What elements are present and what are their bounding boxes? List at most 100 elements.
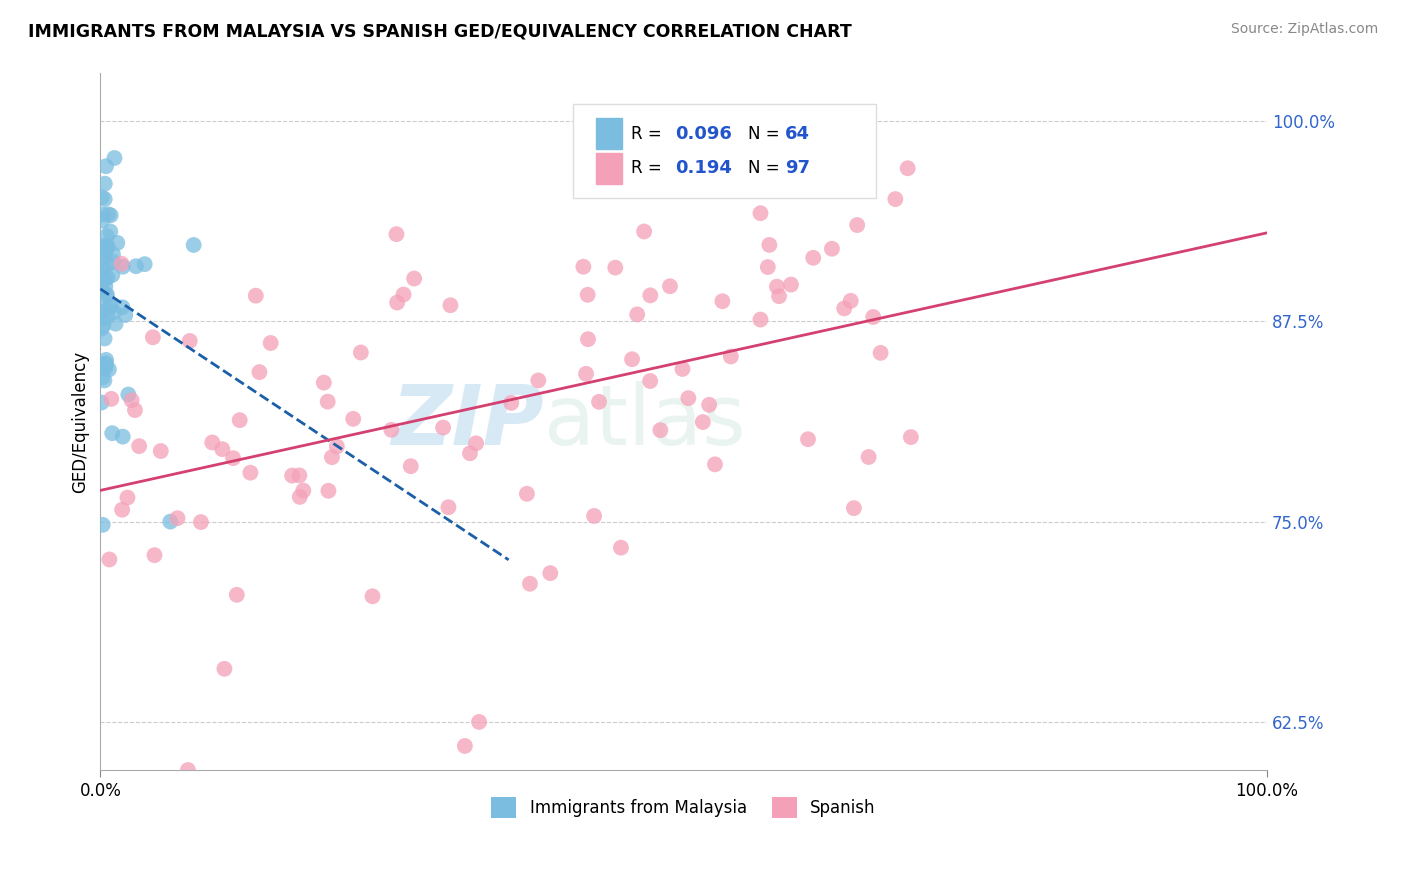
Point [259, 336, 281, 351]
Point [93, 358, 115, 372]
Point [90, 190, 112, 204]
Point [249, 365, 271, 379]
Point [94, 361, 117, 376]
Point [239, 466, 262, 480]
Point [432, 420, 454, 434]
Text: 64: 64 [785, 125, 810, 143]
Point [766, 279, 789, 293]
Point [100, 392, 122, 406]
Point [94, 238, 117, 252]
Point [90, 275, 112, 289]
Point [749, 206, 772, 220]
Point [190, 515, 212, 529]
Point [90, 271, 112, 285]
Point [900, 430, 922, 444]
Point [780, 277, 803, 292]
Point [281, 468, 304, 483]
Point [711, 294, 734, 309]
Point [111, 260, 134, 274]
Point [149, 444, 172, 458]
Text: ZIP: ZIP [391, 381, 544, 462]
Point [610, 541, 633, 555]
Point [222, 451, 245, 466]
Point [576, 287, 599, 301]
Legend: Immigrants from Malaysia, Spanish: Immigrants from Malaysia, Spanish [485, 790, 883, 824]
Point [96, 229, 118, 244]
Point [342, 412, 364, 426]
Point [98, 225, 121, 239]
Point [501, 396, 523, 410]
Point [821, 242, 844, 256]
Point [94, 159, 117, 173]
Point [97, 270, 120, 285]
Point [869, 346, 891, 360]
Point [439, 298, 461, 312]
Point [576, 332, 599, 346]
Point [839, 293, 862, 308]
Point [572, 260, 595, 274]
FancyBboxPatch shape [572, 104, 876, 198]
Point [93, 302, 115, 317]
Point [100, 300, 122, 314]
Text: 0.096: 0.096 [675, 125, 733, 143]
Point [91, 370, 114, 384]
Point [583, 508, 606, 523]
Point [797, 432, 820, 446]
Text: R =: R = [631, 125, 666, 143]
Point [640, 288, 662, 302]
Point [91, 262, 114, 277]
Point [90, 321, 112, 335]
Point [94, 279, 117, 293]
Point [465, 436, 488, 450]
Point [93, 192, 115, 206]
Point [201, 435, 224, 450]
Point [516, 487, 538, 501]
Point [117, 491, 139, 505]
Point [292, 483, 315, 498]
Point [94, 352, 117, 367]
Y-axis label: GED/Equivalency: GED/Equivalency [72, 351, 89, 492]
Point [720, 350, 742, 364]
Point [96, 243, 118, 257]
Point [93, 373, 115, 387]
Point [749, 312, 772, 326]
Point [801, 251, 824, 265]
Text: atlas: atlas [544, 381, 745, 462]
Point [519, 576, 541, 591]
Point [114, 308, 136, 322]
Point [858, 450, 880, 464]
Point [97, 239, 120, 253]
Point [91, 285, 114, 299]
Bar [596, 153, 621, 184]
Bar [596, 118, 621, 149]
Point [143, 548, 166, 562]
Point [321, 450, 343, 465]
Point [897, 161, 920, 176]
Point [605, 260, 627, 275]
Point [392, 287, 415, 301]
Point [90, 258, 112, 272]
Point [91, 244, 114, 258]
Point [316, 394, 339, 409]
Point [103, 305, 125, 319]
Point [97, 207, 120, 221]
Point [318, 483, 340, 498]
Point [458, 446, 481, 460]
Point [385, 227, 408, 242]
Text: R =: R = [631, 160, 666, 178]
Point [124, 403, 146, 417]
Point [846, 218, 869, 232]
Point [90, 305, 112, 319]
Point [385, 295, 408, 310]
Point [626, 307, 648, 321]
Point [96, 241, 118, 255]
Point [142, 330, 165, 344]
Point [437, 500, 460, 515]
Point [96, 289, 118, 303]
Point [93, 318, 115, 333]
Point [454, 739, 477, 753]
Point [638, 374, 661, 388]
Point [100, 208, 122, 222]
Point [94, 177, 117, 191]
Point [103, 255, 125, 269]
